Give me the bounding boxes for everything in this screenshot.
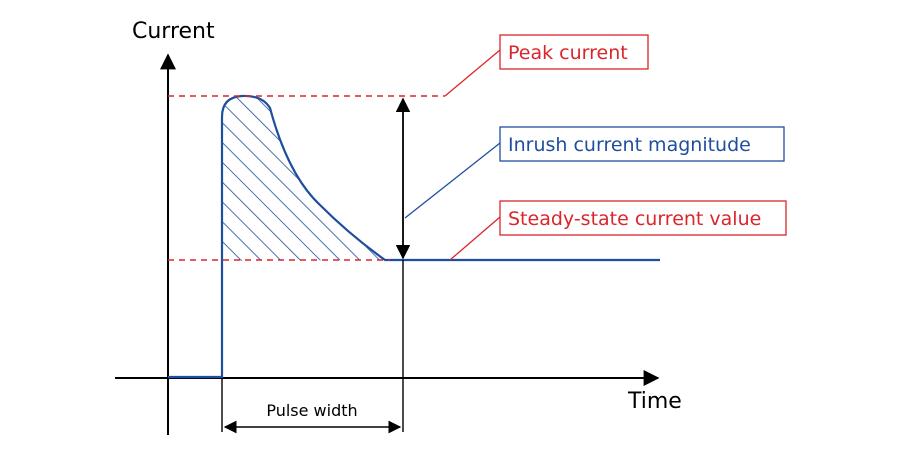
y-axis-label: Current (132, 19, 215, 44)
peak-current-label: Peak current (508, 42, 628, 64)
inrush-magnitude-callout-box (499, 126, 785, 162)
inrush-magnitude-label: Inrush current magnitude (508, 134, 751, 156)
pulse-width-label: Pulse width (266, 401, 357, 420)
x-axis-label: Time (627, 389, 682, 414)
steady-state-callout-box (499, 200, 787, 236)
peak-callout-leader (444, 49, 501, 97)
steady-callout-leader (449, 216, 501, 261)
steady-state-label: Steady-state current value (508, 208, 761, 230)
current-waveform (168, 94, 660, 379)
peak-current-callout-box (499, 34, 649, 70)
hatched-inrush-area (222, 95, 385, 261)
inrush-callout-leader (404, 142, 501, 219)
